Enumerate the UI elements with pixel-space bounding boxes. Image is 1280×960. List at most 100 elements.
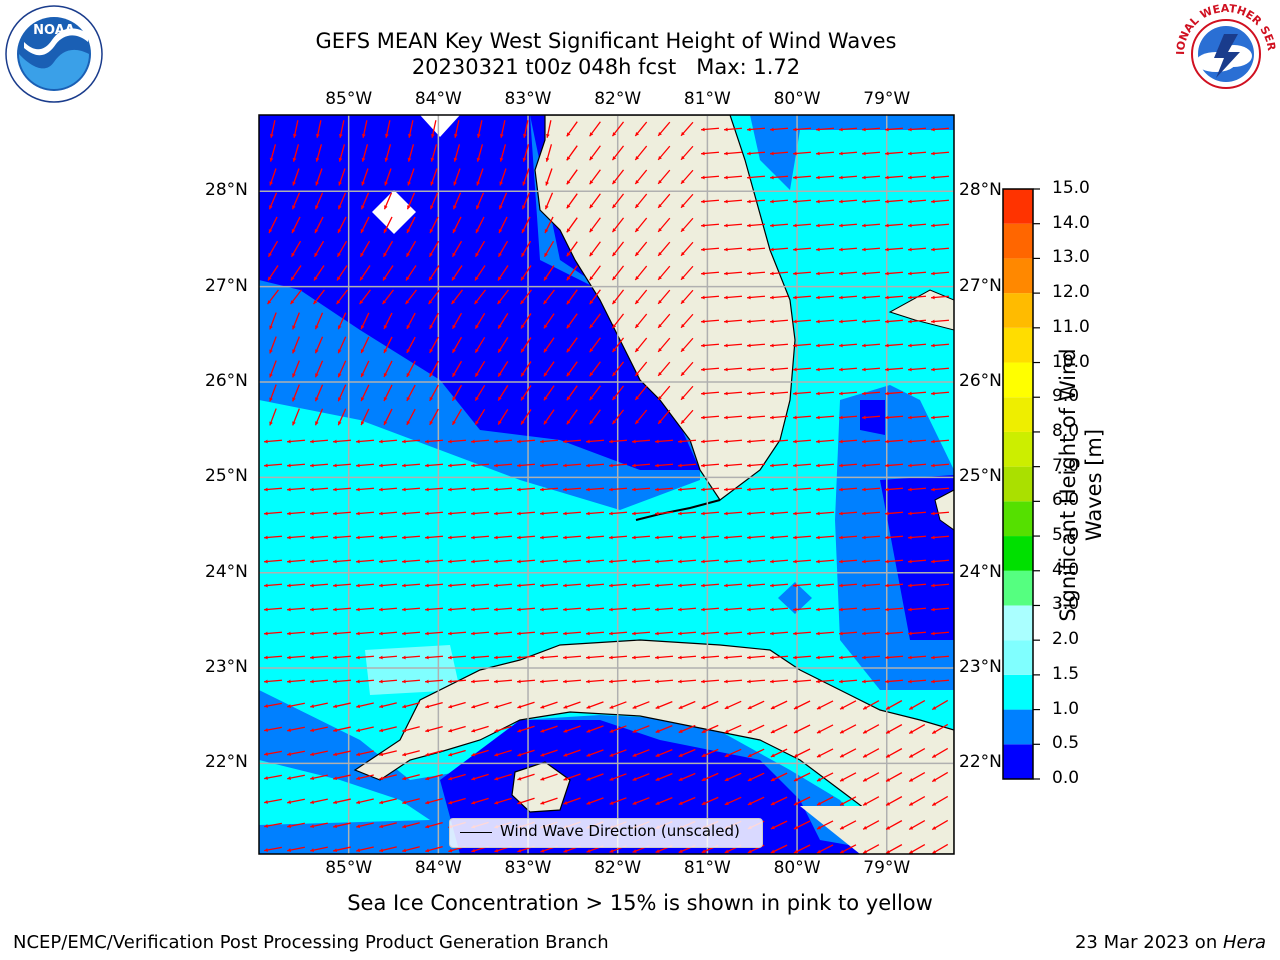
wind-arrow [769, 175, 789, 180]
colorbar-segment [1003, 293, 1033, 328]
wind-arrow [563, 797, 581, 805]
wind-arrow [585, 607, 605, 612]
wind-arrow [838, 175, 858, 180]
wind-arrow [884, 655, 904, 660]
wind-arrow [471, 749, 489, 757]
colorbar-tick-label: 1.5 [1052, 663, 1080, 684]
colorbar-segment [1003, 258, 1033, 294]
wind-arrow [332, 535, 352, 540]
wind-arrow [700, 391, 720, 396]
wind-arrow [930, 583, 950, 588]
wind-arrow [701, 796, 719, 806]
colorbar-tick-label: 13.0 [1052, 247, 1090, 268]
wind-arrow [566, 313, 578, 329]
wind-arrow [792, 631, 812, 636]
wind-arrow [566, 145, 578, 161]
wind-arrow [470, 463, 490, 468]
wind-arrow [424, 583, 444, 588]
wind-arrow [816, 796, 834, 806]
wind-arrow [680, 265, 694, 281]
wind-arrow [861, 631, 881, 636]
wind-arrow [815, 679, 835, 684]
wind-arrow [493, 583, 513, 588]
wind-arrow [338, 168, 346, 186]
wind-arrow [680, 337, 694, 353]
lon-label-bottom: 82°W [594, 858, 642, 878]
wind-arrow [401, 559, 421, 564]
wind-arrow [430, 144, 438, 162]
wind-arrow [428, 240, 440, 258]
wind-arrow [861, 439, 881, 444]
wind-arrow [287, 726, 305, 732]
wind-arrow [680, 313, 694, 329]
wind-arrow [424, 679, 444, 684]
wind-arrow [907, 559, 927, 564]
wind-arrow [657, 145, 671, 161]
wind-arrow [634, 169, 648, 185]
wind-arrow [516, 607, 536, 612]
wind-arrow [838, 655, 858, 660]
wind-arrow [314, 408, 324, 426]
wind-arrow [313, 240, 325, 258]
wind-arrow [291, 192, 301, 210]
wind-arrow [815, 127, 835, 132]
wind-arrow [269, 312, 277, 330]
wind-arrow [611, 217, 625, 233]
wind-arrow [884, 439, 904, 444]
wind-arrow [429, 312, 439, 330]
wind-arrow [792, 127, 812, 132]
wind-arrow [678, 724, 696, 734]
wind-arrow [792, 511, 812, 516]
wind-arrow [337, 408, 347, 426]
wind-arrow [677, 559, 697, 564]
wind-arrow [769, 319, 789, 324]
wind-arrow [769, 295, 789, 300]
wind-arrow [494, 749, 512, 757]
wind-arrow [884, 607, 904, 612]
wind-arrow [447, 463, 467, 468]
wind-arrow [655, 797, 673, 805]
wind-arrow [585, 583, 605, 588]
wind-arrow [402, 702, 420, 709]
wind-arrow [792, 607, 812, 612]
wind-arrow [677, 607, 697, 612]
wind-arrow [861, 679, 881, 684]
lon-label-bottom: 84°W [414, 858, 462, 878]
wind-arrow [332, 655, 352, 660]
wind-arrow [657, 313, 671, 329]
wind-arrow [746, 343, 766, 348]
wind-arrow [769, 559, 789, 564]
wind-arrow [378, 535, 398, 540]
wind-arrow [451, 312, 463, 330]
wind-arrow [680, 145, 694, 161]
wind-arrow [608, 655, 628, 660]
wind-arrow [907, 175, 927, 180]
wind-arrow [723, 535, 743, 540]
wind-arrow [470, 679, 490, 684]
wind-arrow [402, 822, 420, 829]
wind-arrow [611, 361, 625, 377]
wind-arrow [631, 511, 651, 516]
wind-arrow [769, 607, 789, 612]
wind-arrow [770, 724, 788, 734]
wind-arrow [931, 819, 949, 831]
wind-arrow [314, 336, 324, 354]
wind-arrow [634, 385, 648, 401]
wind-arrow [263, 607, 283, 612]
wind-arrow [424, 463, 444, 468]
wind-arrow [290, 240, 302, 258]
wind-arrow [474, 336, 486, 354]
wind-arrow [562, 511, 582, 516]
wind-arrow [286, 631, 306, 636]
wind-arrow [611, 313, 625, 329]
wind-arrow [862, 820, 880, 830]
wind-arrow [476, 120, 483, 138]
colorbar-tick-label: 3.0 [1052, 594, 1080, 615]
wave-field-0.5-1.0-atlantic-north [750, 115, 954, 190]
wind-arrow [292, 144, 300, 162]
wind-arrow [907, 127, 927, 132]
wind-arrow [884, 535, 904, 540]
wind-arrow [401, 487, 421, 492]
wind-arrow [310, 702, 328, 708]
wind-arrow [862, 700, 880, 710]
